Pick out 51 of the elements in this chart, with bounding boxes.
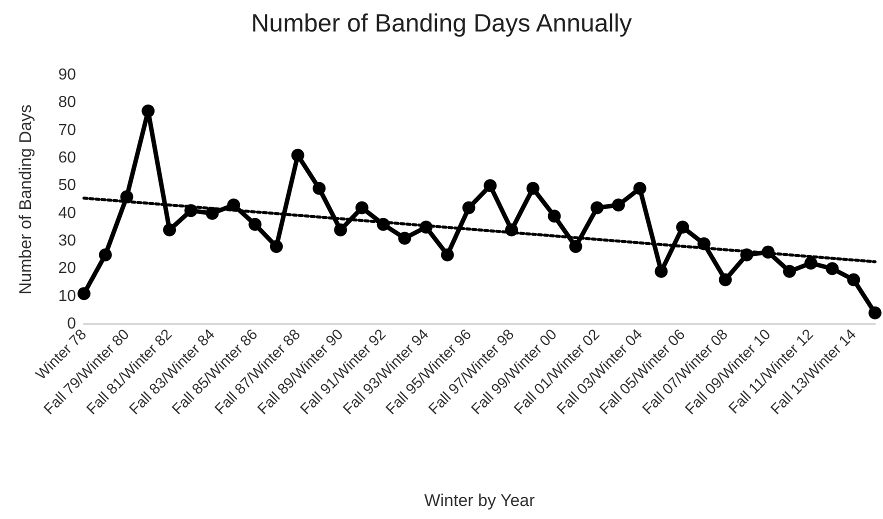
- point: [868, 306, 882, 320]
- point: [184, 204, 198, 218]
- point: [248, 218, 262, 231]
- point: [355, 201, 368, 214]
- chart-title: Number of Banding Days Annually: [251, 10, 632, 38]
- point: [505, 223, 518, 236]
- point: [633, 182, 646, 195]
- y-tick-label: 60: [58, 150, 76, 166]
- point: [783, 264, 796, 278]
- point: [398, 232, 412, 245]
- point: [462, 201, 476, 214]
- point: [291, 148, 304, 162]
- point: [612, 198, 625, 212]
- y-tick-label: 80: [58, 94, 76, 112]
- y-axis-title: Number of Banding Days: [16, 104, 35, 294]
- point: [826, 262, 839, 276]
- point: [440, 248, 454, 262]
- point: [270, 240, 283, 254]
- point: [334, 223, 348, 236]
- point: [227, 198, 240, 212]
- point: [142, 104, 155, 118]
- y-tick-label: 10: [58, 288, 76, 305]
- point: [78, 287, 90, 300]
- point: [654, 264, 668, 278]
- point: [98, 248, 112, 262]
- point: [804, 256, 818, 270]
- x-axis-title: Winter by Year: [424, 491, 536, 510]
- point: [376, 218, 390, 231]
- point: [590, 201, 604, 214]
- point: [676, 220, 690, 234]
- point: [420, 220, 433, 234]
- y-tick-label: 50: [58, 177, 76, 194]
- point: [718, 273, 732, 286]
- point: [847, 273, 860, 286]
- point: [762, 246, 775, 259]
- y-tick-label: 40: [58, 204, 76, 222]
- y-tick-label: 0: [67, 316, 76, 332]
- point: [312, 182, 326, 195]
- point: [569, 240, 582, 254]
- point: [740, 248, 754, 262]
- point: [163, 223, 176, 236]
- point: [206, 206, 219, 220]
- point: [120, 190, 134, 204]
- point: [484, 179, 497, 192]
- point: [526, 182, 540, 195]
- y-tick-label: 90: [58, 66, 76, 84]
- y-tick-label: 70: [58, 122, 76, 139]
- point: [697, 237, 710, 250]
- y-tick-label: 30: [58, 232, 76, 250]
- point: [548, 210, 561, 223]
- y-tick-label: 20: [58, 260, 76, 278]
